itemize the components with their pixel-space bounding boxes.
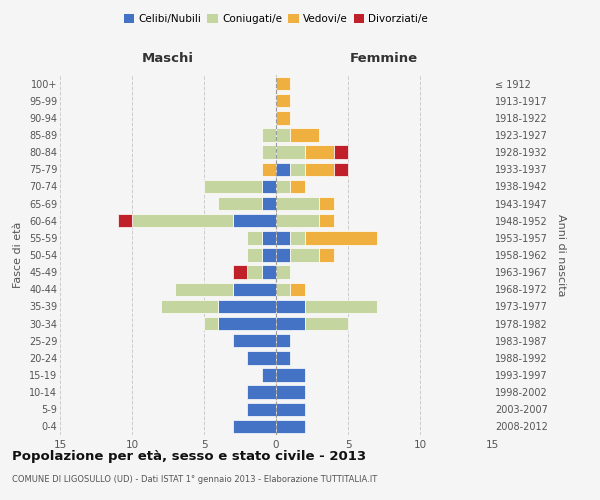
- Bar: [319, 248, 334, 262]
- Bar: [161, 300, 218, 313]
- Text: Femmine: Femmine: [350, 52, 418, 64]
- Bar: [276, 214, 319, 228]
- Bar: [218, 317, 276, 330]
- Bar: [262, 231, 276, 244]
- Bar: [204, 317, 218, 330]
- Text: Popolazione per età, sesso e stato civile - 2013: Popolazione per età, sesso e stato civil…: [12, 450, 366, 463]
- Bar: [305, 146, 334, 159]
- Bar: [132, 214, 233, 228]
- Bar: [247, 351, 276, 364]
- Bar: [233, 282, 276, 296]
- Text: Maschi: Maschi: [142, 52, 194, 64]
- Bar: [276, 94, 290, 108]
- Bar: [276, 334, 290, 347]
- Bar: [276, 300, 305, 313]
- Bar: [262, 128, 276, 141]
- Bar: [319, 214, 334, 228]
- Bar: [262, 368, 276, 382]
- Bar: [262, 162, 276, 176]
- Bar: [276, 282, 290, 296]
- Bar: [276, 248, 290, 262]
- Bar: [276, 197, 319, 210]
- Bar: [247, 402, 276, 416]
- Bar: [247, 231, 262, 244]
- Bar: [276, 77, 290, 90]
- Text: COMUNE DI LIGOSULLO (UD) - Dati ISTAT 1° gennaio 2013 - Elaborazione TUTTITALIA.: COMUNE DI LIGOSULLO (UD) - Dati ISTAT 1°…: [12, 475, 377, 484]
- Bar: [233, 266, 247, 279]
- Bar: [247, 248, 262, 262]
- Bar: [290, 180, 305, 193]
- Bar: [290, 231, 305, 244]
- Bar: [276, 386, 305, 399]
- Bar: [262, 146, 276, 159]
- Bar: [175, 282, 233, 296]
- Bar: [276, 162, 290, 176]
- Bar: [290, 248, 319, 262]
- Bar: [233, 214, 276, 228]
- Bar: [276, 231, 290, 244]
- Bar: [218, 197, 262, 210]
- Bar: [276, 128, 290, 141]
- Bar: [334, 146, 348, 159]
- Bar: [276, 266, 290, 279]
- Bar: [276, 111, 290, 124]
- Bar: [262, 248, 276, 262]
- Bar: [276, 351, 290, 364]
- Y-axis label: Anni di nascita: Anni di nascita: [556, 214, 566, 296]
- Bar: [218, 300, 276, 313]
- Bar: [305, 231, 377, 244]
- Bar: [319, 197, 334, 210]
- Y-axis label: Fasce di età: Fasce di età: [13, 222, 23, 288]
- Bar: [334, 162, 348, 176]
- Bar: [262, 197, 276, 210]
- Bar: [290, 162, 305, 176]
- Bar: [247, 386, 276, 399]
- Bar: [305, 162, 334, 176]
- Bar: [262, 266, 276, 279]
- Bar: [276, 146, 305, 159]
- Bar: [262, 180, 276, 193]
- Bar: [118, 214, 132, 228]
- Bar: [276, 317, 305, 330]
- Bar: [290, 128, 319, 141]
- Legend: Celibi/Nubili, Coniugati/e, Vedovi/e, Divorziati/e: Celibi/Nubili, Coniugati/e, Vedovi/e, Di…: [119, 10, 433, 29]
- Bar: [276, 368, 305, 382]
- Bar: [305, 300, 377, 313]
- Bar: [233, 334, 276, 347]
- Bar: [276, 420, 305, 433]
- Bar: [290, 282, 305, 296]
- Bar: [276, 402, 305, 416]
- Bar: [247, 266, 262, 279]
- Bar: [276, 180, 290, 193]
- Bar: [305, 317, 348, 330]
- Bar: [233, 420, 276, 433]
- Bar: [204, 180, 262, 193]
